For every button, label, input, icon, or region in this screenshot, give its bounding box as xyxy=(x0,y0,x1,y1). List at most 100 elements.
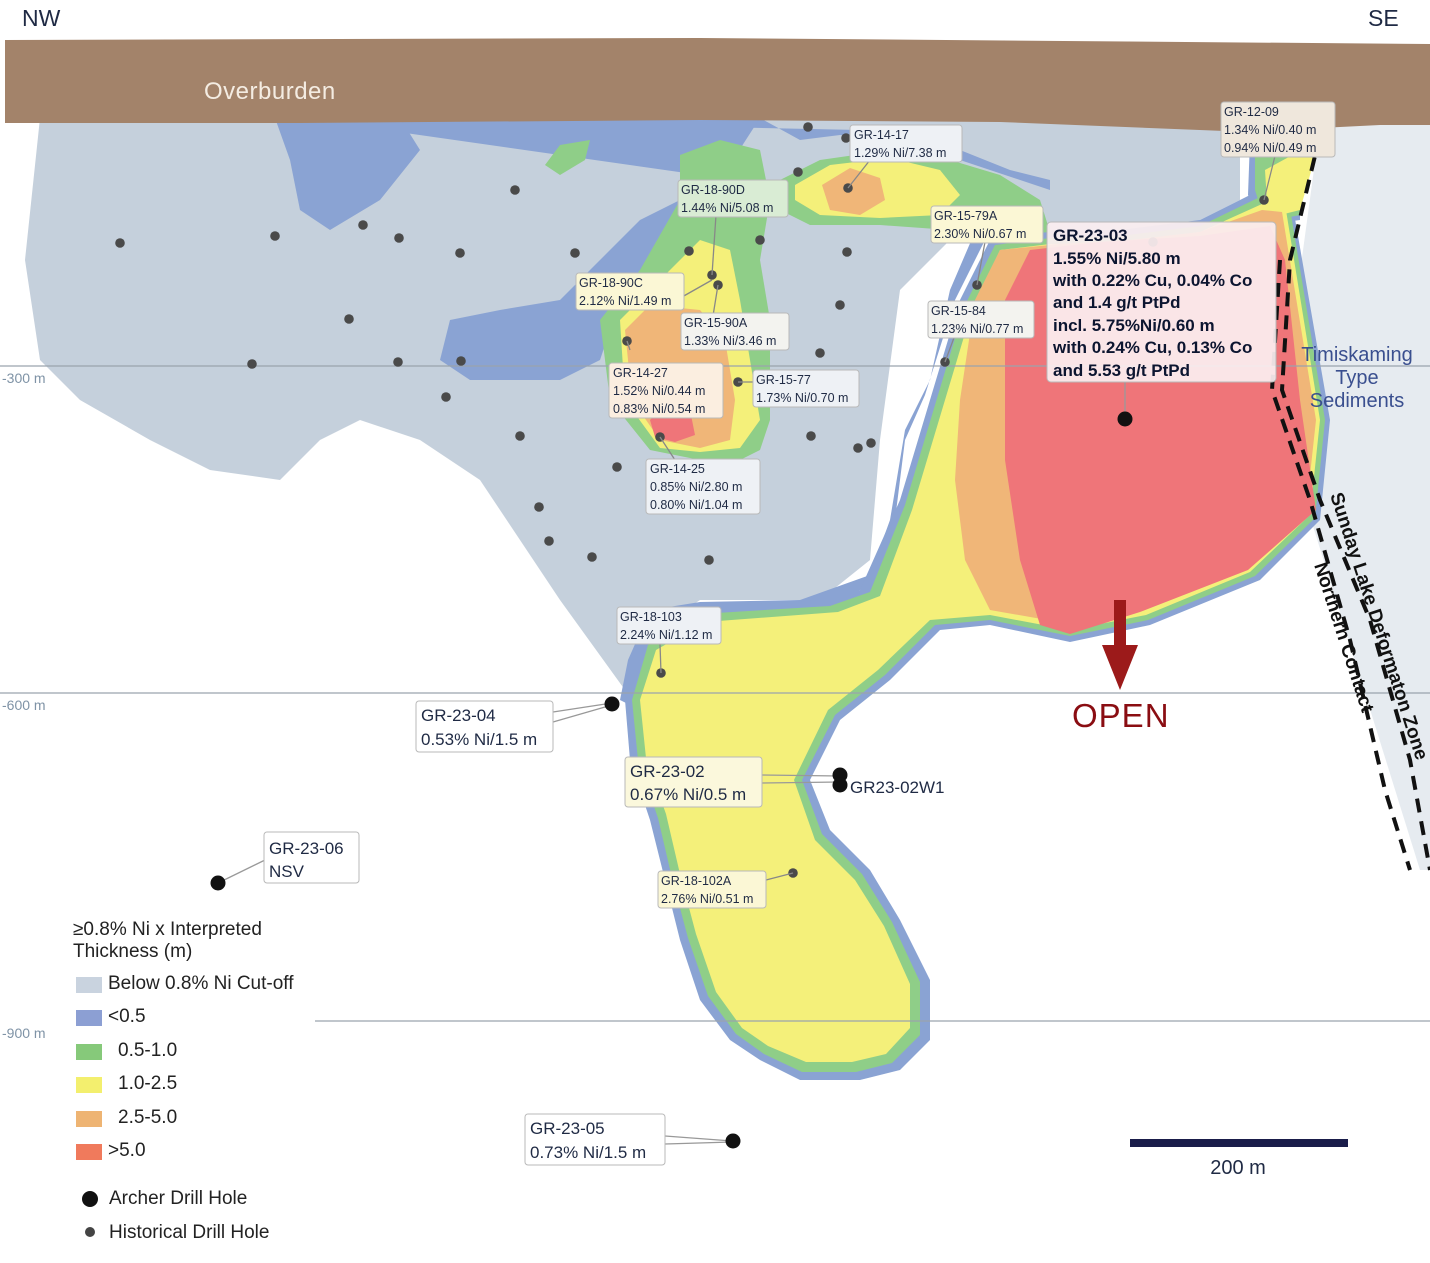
archer-leader-lines xyxy=(217,382,1126,1145)
historical-drill-hole xyxy=(806,431,816,441)
historical-drill-hole xyxy=(441,392,451,402)
label-gr-14-25-val1: 0.85% Ni/2.80 m xyxy=(650,480,742,494)
label-gr-23-03-line3: with 0.22% Cu, 0.04% Co xyxy=(1052,271,1252,290)
legend-label-below-cutoff: Below 0.8% Ni Cut-off xyxy=(108,973,294,994)
label-gr-14-27-val1: 1.52% Ni/0.44 m xyxy=(613,384,705,398)
label-gr-15-79a-val: 2.30% Ni/0.67 m xyxy=(934,227,1026,241)
fault-line-2 xyxy=(1269,259,1412,871)
label-gr-18-90d-val: 1.44% Ni/5.08 m xyxy=(681,201,773,215)
label-gr-15-84-val: 1.23% Ni/0.77 m xyxy=(931,322,1023,336)
c25-50-top xyxy=(822,168,885,215)
legend-label-25-50: 2.5-5.0 xyxy=(118,1107,177,1128)
sediments-area xyxy=(1280,120,1430,870)
label-gr-15-79a-id: GR-15-79A xyxy=(934,209,998,223)
historical-drill-hole xyxy=(853,443,863,453)
label-gr-15-77-id: GR-15-77 xyxy=(756,373,811,387)
historical-drill-hole xyxy=(704,555,714,565)
archer-hole-gr-23-03 xyxy=(1117,411,1133,427)
archer-hole-gr-23-05 xyxy=(725,1133,741,1149)
historical-drill-holes xyxy=(115,122,1269,878)
fault-line-1 xyxy=(1279,134,1430,871)
historical-drill-hole xyxy=(587,552,597,562)
legend: ≥0.8% Ni x Interpreted Thickness (m) Bel… xyxy=(73,919,294,1243)
direction-nw: NW xyxy=(22,5,61,31)
historical-drill-hole xyxy=(842,247,852,257)
label-gr-14-25-id: GR-14-25 xyxy=(650,462,705,476)
historical-drill-hole xyxy=(456,356,466,366)
label-gr-14-25-val2: 0.80% Ni/1.04 m xyxy=(650,498,742,512)
legend-title-line2: Thickness (m) xyxy=(73,941,192,962)
label-gr-23-04-id: GR-23-04 xyxy=(421,706,496,725)
historical-drill-hole xyxy=(570,248,580,258)
c05-10-blob xyxy=(545,140,590,175)
label-gr-15-90a-val: 1.33% Ni/3.46 m xyxy=(684,334,776,348)
label-gr-12-09-val1: 1.34% Ni/0.40 m xyxy=(1224,123,1316,137)
historical-drill-hole xyxy=(803,122,813,132)
label-gr-23-04-val: 0.53% Ni/1.5 m xyxy=(421,730,537,749)
label-gr-18-103-id: GR-18-103 xyxy=(620,610,682,624)
legend-label-10-25: 1.0-2.5 xyxy=(118,1073,177,1094)
depth-label-900: -900 m xyxy=(2,1025,46,1041)
historical-drill-hole xyxy=(358,220,368,230)
open-label: OPEN xyxy=(1072,697,1170,734)
historical-drill-hole xyxy=(866,438,876,448)
geology-line-3: Sediments xyxy=(1310,390,1405,412)
historical-drill-hole xyxy=(841,133,851,143)
historical-drill-hole xyxy=(115,238,125,248)
legend-swatch-below-cutoff xyxy=(76,977,102,993)
historical-drill-hole xyxy=(515,431,525,441)
legend-label-lt05: <0.5 xyxy=(108,1006,146,1027)
legend-historical-icon xyxy=(85,1227,95,1237)
label-gr-23-06-val: NSV xyxy=(269,862,305,881)
lt05-zone-upper xyxy=(275,118,420,230)
label-gr-14-17-id: GR-14-17 xyxy=(854,128,909,142)
geology-line-1: Timiskaming xyxy=(1301,344,1413,366)
label-gr-23-03-line7: and 5.53 g/t PtPd xyxy=(1053,361,1190,380)
label-gr-14-27-id: GR-14-27 xyxy=(613,366,668,380)
label-gr-23-02-id: GR-23-02 xyxy=(630,762,705,781)
historical-drill-hole xyxy=(684,246,694,256)
historical-drill-hole xyxy=(510,185,520,195)
label-gr-23-05-val: 0.73% Ni/1.5 m xyxy=(530,1143,646,1162)
historical-drill-hole xyxy=(835,300,845,310)
historical-drill-hole xyxy=(534,502,544,512)
label-gr-23-05-id: GR-23-05 xyxy=(530,1119,605,1138)
label-gr-18-103-val: 2.24% Ni/1.12 m xyxy=(620,628,712,642)
label-gr-23-03-line1: GR-23-03 xyxy=(1053,226,1128,245)
geology-line-2: Type xyxy=(1335,367,1378,389)
label-gr-23-02-val: 0.67% Ni/0.5 m xyxy=(630,785,746,804)
label-gr-18-90c-id: GR-18-90C xyxy=(579,276,643,290)
legend-label-archer: Archer Drill Hole xyxy=(109,1188,247,1209)
legend-swatch-lt05 xyxy=(76,1010,102,1026)
legend-archer-icon xyxy=(82,1191,98,1207)
legend-swatch-05-10 xyxy=(76,1044,102,1060)
direction-se: SE xyxy=(1368,5,1399,31)
legend-swatch-25-50 xyxy=(76,1111,102,1127)
label-gr-23-03-line4: and 1.4 g/t PtPd xyxy=(1053,293,1181,312)
legend-title-line1: ≥0.8% Ni x Interpreted xyxy=(73,919,262,940)
legend-swatch-10-25 xyxy=(76,1077,102,1093)
label-gr-12-09-val2: 0.94% Ni/0.49 m xyxy=(1224,141,1316,155)
legend-label-05-10: 0.5-1.0 xyxy=(118,1040,177,1061)
archer-hole-gr-23-06 xyxy=(210,875,226,891)
label-gr-23-03-line2: 1.55% Ni/5.80 m xyxy=(1053,249,1181,268)
label-gr-15-90a-id: GR-15-90A xyxy=(684,316,748,330)
label-gr-18-90d-id: GR-18-90D xyxy=(681,183,745,197)
archer-drill-holes xyxy=(210,411,1133,1149)
label-gr-18-102a-id: GR-18-102A xyxy=(661,874,732,888)
open-arrow-icon xyxy=(1102,600,1138,690)
scale-bar xyxy=(1130,1139,1348,1147)
historical-drill-hole xyxy=(394,233,404,243)
label-gr-14-17-val: 1.29% Ni/7.38 m xyxy=(854,146,946,160)
label-gr-15-84-id: GR-15-84 xyxy=(931,304,986,318)
depth-label-600: -600 m xyxy=(2,697,46,713)
historical-drill-hole xyxy=(544,536,554,546)
historical-drill-hole xyxy=(247,359,257,369)
historical-drill-hole xyxy=(270,231,280,241)
scale-bar-label: 200 m xyxy=(1210,1157,1266,1179)
label-gr-18-90c-val: 2.12% Ni/1.49 m xyxy=(579,294,671,308)
label-gr-18-102a-val: 2.76% Ni/0.51 m xyxy=(661,892,753,906)
archer-hole-gr-23-04 xyxy=(604,696,620,712)
historical-drill-hole xyxy=(815,348,825,358)
